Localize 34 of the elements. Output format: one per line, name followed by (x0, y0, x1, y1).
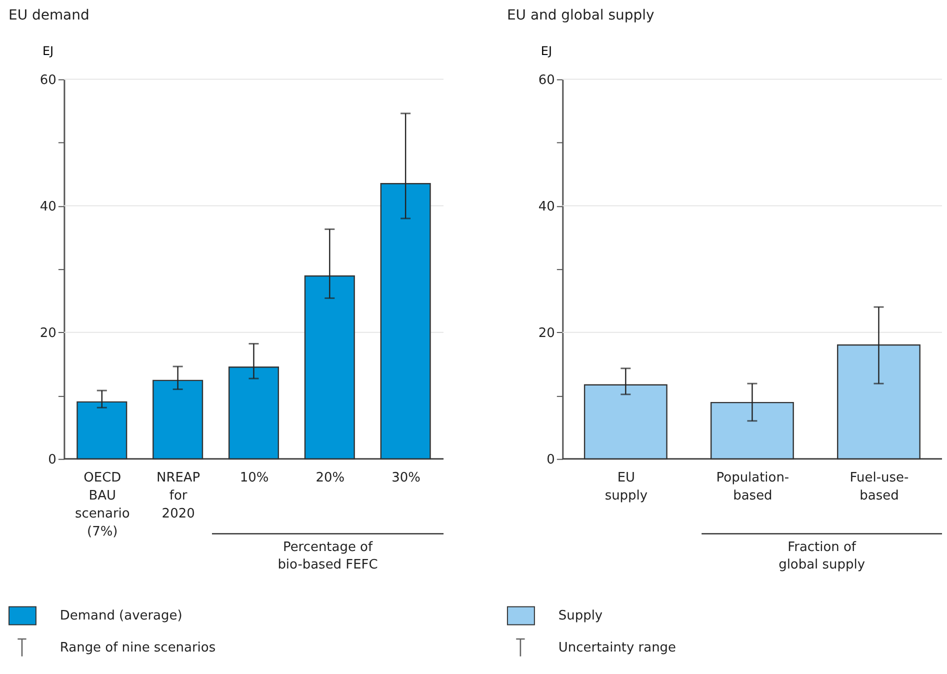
x-tick-label: OECD BAU scenario (7%) (74, 470, 130, 540)
bar (710, 402, 794, 460)
chart-title: EU demand (8, 7, 90, 24)
y-axis-title: EJ (540, 44, 552, 58)
y-tick-label: 60 (40, 72, 56, 88)
bar (76, 401, 128, 460)
y-tick-label: 40 (40, 199, 56, 214)
bar (228, 366, 280, 460)
chart-title: EU and global supply (506, 7, 654, 24)
y-tick-label: 20 (40, 326, 56, 341)
y-tick-label: 0 (48, 452, 56, 468)
y-tick-label: 20 (538, 326, 555, 341)
bar (837, 344, 920, 460)
x-tick-label: EU supply (604, 470, 648, 504)
x-tick-label: Population-based (716, 470, 790, 504)
bar (584, 384, 668, 460)
y-axis-title: EJ (42, 44, 54, 58)
legend-label: Demand (average) (60, 608, 182, 624)
text: Range of nine scenarios (60, 640, 216, 656)
legend-label: Supply (558, 608, 603, 624)
text: Percentage of bio-based FEFC (278, 540, 378, 573)
x-tick-label: 20% (316, 470, 345, 486)
y-tick-label: 40 (538, 199, 555, 214)
x-tick-label: 30% (392, 470, 420, 486)
x-tick-label: NREAP for 2020 (156, 470, 200, 522)
y-tick-label: 0 (546, 452, 555, 468)
y-tick-label: 60 (538, 72, 555, 88)
bar (304, 275, 355, 460)
x-tick-label: Fuel-use-based (850, 470, 909, 504)
bar (152, 380, 204, 460)
text: Uncertainty range (558, 640, 676, 656)
x-tick-label: 10% (240, 470, 269, 486)
bar (380, 183, 431, 460)
text: Fraction of global supply (778, 540, 866, 573)
